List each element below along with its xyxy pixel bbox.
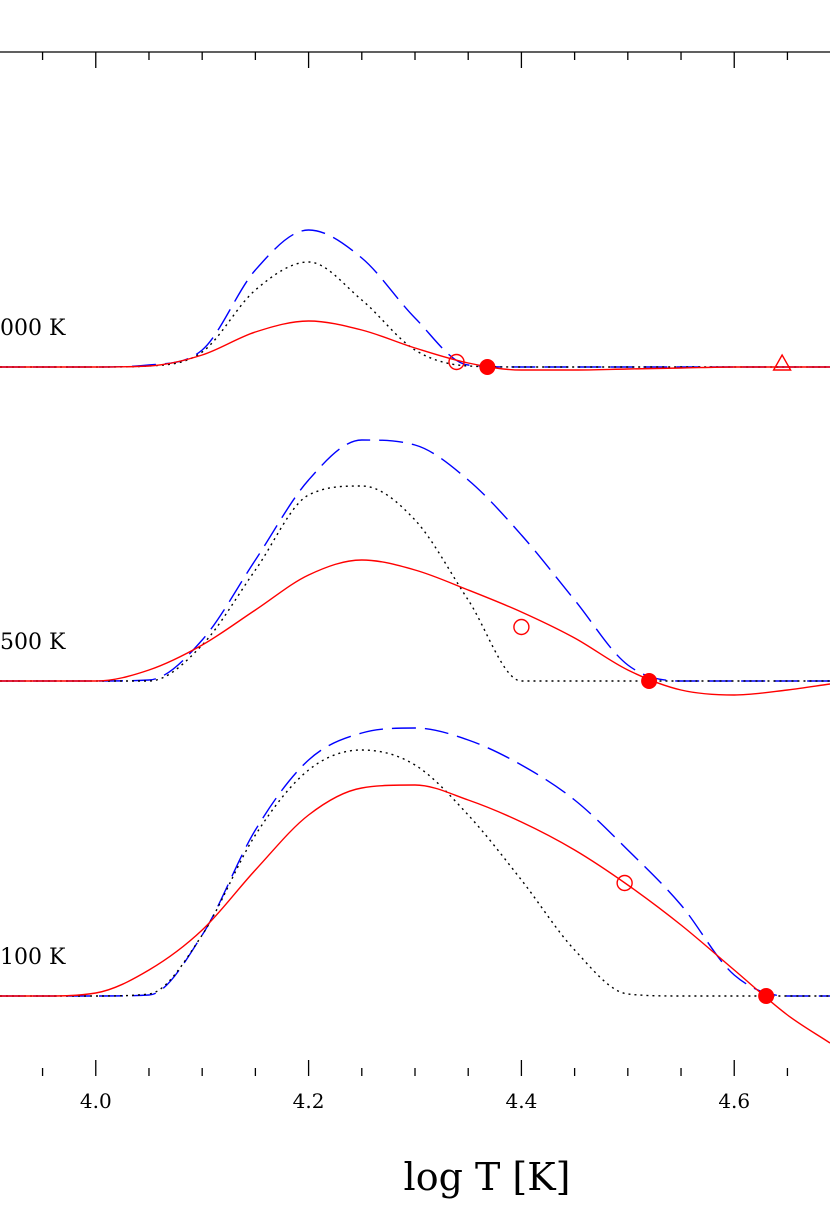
- marker: [448, 353, 465, 371]
- panel-label: 000 K: [0, 316, 66, 341]
- curve: [0, 749, 830, 997]
- curve: [0, 784, 830, 1044]
- curve: [0, 261, 830, 368]
- x-tick-label: 4.2: [293, 1089, 325, 1113]
- panel-label: 500 K: [0, 630, 66, 655]
- x-axis-label: log T [K]: [404, 1155, 571, 1199]
- curve: [0, 559, 830, 696]
- x-tick-label: 4.6: [718, 1089, 750, 1113]
- x-tick-label: 4.0: [80, 1089, 112, 1113]
- marker: [513, 618, 530, 636]
- marker: [758, 988, 775, 1004]
- marker: [616, 874, 633, 892]
- marker: [641, 673, 658, 689]
- marker: [479, 359, 496, 375]
- curve: [0, 229, 830, 368]
- x-tick-label: 4.4: [506, 1089, 538, 1113]
- curve: [0, 485, 830, 682]
- curve: [0, 439, 830, 682]
- panel-label: 100 K: [0, 945, 66, 970]
- curve: [0, 320, 830, 371]
- curve: [0, 727, 830, 997]
- marker: [772, 353, 792, 371]
